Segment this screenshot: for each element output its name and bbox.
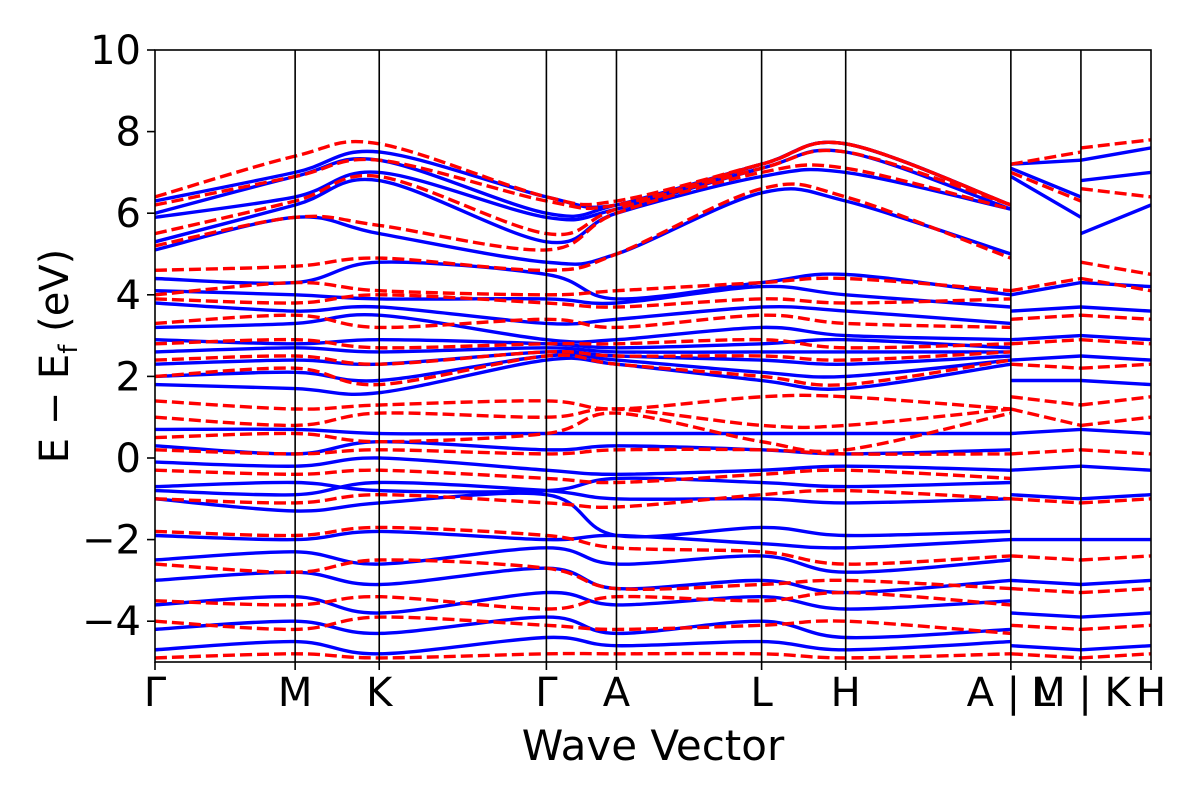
y-axis: −4 −2 0 2 4 6 8 10 [82,28,155,645]
dashed-band-line [1010,623,1081,632]
plot-frame [154,49,1152,663]
dashed-band-line [1010,338,1081,346]
dashed-band-line [1080,276,1151,293]
solid-band-line [1010,493,1081,501]
dashed-band-line [1080,138,1151,150]
dashed-band-line [1080,497,1151,505]
dashed-band-line [1080,448,1151,456]
solid-band-line [1010,464,1081,472]
solid-band-line [1010,305,1081,313]
dashed-band-line [1080,395,1151,407]
dashed-band-line [1010,170,1082,203]
kpoint-label: A [603,670,631,716]
solid-band-line [1080,427,1151,436]
kpoint-label: Γ [535,670,558,716]
dashed-band-line [1010,276,1082,293]
solid-band-line [1010,333,1081,342]
dashed-band-line [1080,652,1151,660]
dashed-band-line [155,558,1011,592]
dashed-band-line [155,525,1011,566]
dashed-band-line [155,349,1011,366]
y-tick-label: −4 [82,599,141,645]
y-tick-label: 8 [116,110,141,156]
dashed-band-line [155,590,1012,611]
dashed-band-line [1010,554,1081,562]
y-axis-label-main: E − E [32,354,78,464]
kpoint-label: M | K [1031,670,1132,716]
kpoint-label: Γ [144,670,167,716]
solid-band-line [1080,378,1151,387]
solid-band-line [1010,175,1082,219]
kpoint-lines-group [294,50,1082,662]
dashed-band-line [1080,260,1151,277]
dashed-band-line [155,488,1011,509]
dashed-band-line [1080,586,1151,595]
y-tick-label: 0 [116,436,141,482]
y-axis-label-tail: (eV) [32,249,78,345]
solid-band-line [1080,578,1151,587]
solid-band-line [1080,146,1151,162]
y-tick-label: 2 [116,354,141,400]
dashed-band-line [155,276,1012,297]
y-tick-label: 10 [90,28,141,74]
solid-band-line [1080,611,1151,619]
dashed-band-line [155,407,1012,430]
solid-band-line [1010,644,1081,652]
kpoint-label: K [366,670,394,716]
y-tick-label: −2 [82,518,141,564]
dashed-band-line [155,393,1012,411]
x-axis-label: Wave Vector [522,721,785,770]
solid-band-line [1080,493,1151,501]
solid-band-line [1080,644,1151,652]
solid-band-line [1080,170,1151,183]
dashed-band-line [1010,150,1082,166]
kpoint-label: M [278,670,313,716]
solid-band-line [1010,354,1081,362]
dashed-band-line [155,182,1012,273]
solid-band-line [1010,280,1082,297]
kpoint-label: A | L [967,670,1056,716]
solid-band-line [1080,333,1151,342]
dashed-band-line [1010,407,1082,428]
solid-band-line [1010,427,1081,436]
dashed-band-line [1010,313,1081,321]
dashed-band-line [1080,554,1151,562]
dashed-band-line [1010,652,1081,660]
dashed-band-line [1080,338,1151,346]
y-tick-label: 4 [116,273,141,319]
solid-band-line [1080,354,1151,362]
dashed-band-line [1010,395,1082,407]
solid-band-line [1010,166,1082,199]
solid-band-line [1080,305,1151,313]
dashed-band-line [1010,497,1081,505]
solid-band-line [1010,611,1081,619]
dashed-band-line [1010,448,1081,456]
dashed-band-line [1080,623,1151,632]
dashed-band-line [1010,362,1081,370]
y-tick-label: 6 [116,191,141,237]
dashed-band-line [1080,362,1151,370]
dashed-band-line [155,615,1012,636]
solid-band-line [1080,464,1151,472]
dashed-band-line [1010,586,1081,595]
solid-band-line [1010,578,1081,587]
solid-band-line [1080,203,1151,236]
dashed-band-line [155,313,1011,330]
kpoint-label: H [1136,670,1166,716]
dashed-band-line [1080,313,1151,321]
y-axis-label-subscript: f [54,344,84,354]
dashed-band-line [155,163,1012,252]
kpoint-label: L [750,670,773,716]
dashed-band-line [155,140,1012,211]
dashed-band-line [1080,415,1151,428]
y-axis-label: E − Ef (eV) [32,249,84,464]
kpoint-label: H [831,670,861,716]
dashed-band-line [1080,187,1151,199]
